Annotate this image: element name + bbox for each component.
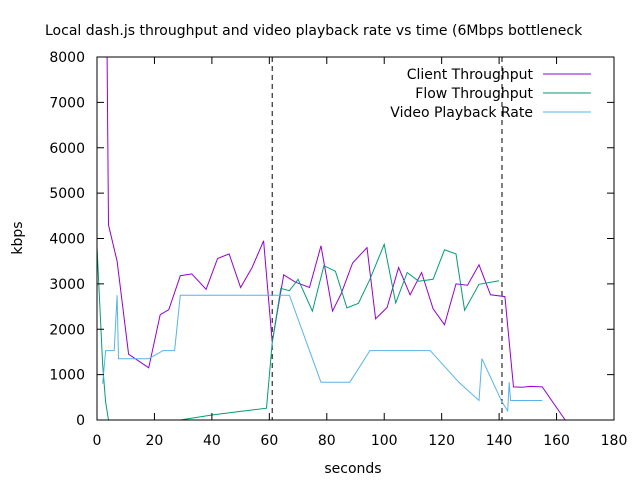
x-tick-label: 0 xyxy=(93,433,102,449)
x-tick-label: 180 xyxy=(601,433,628,449)
y-tick-label: 6000 xyxy=(49,141,85,157)
y-tick-label: 1000 xyxy=(49,368,85,384)
x-tick-label: 60 xyxy=(260,433,278,449)
x-axis-label: seconds xyxy=(324,461,381,477)
y-tick-label: 3000 xyxy=(49,277,85,293)
legend-label: Client Throughput xyxy=(407,67,534,83)
x-tick-label: 140 xyxy=(486,433,513,449)
x-axis: 0 20 40 60 80 100 120 140 160 180 xyxy=(93,57,628,449)
series-line xyxy=(106,57,583,420)
x-tick-label: 40 xyxy=(203,433,221,449)
plot-frame xyxy=(96,56,615,421)
y-axis: 0 1000 2000 3000 4000 5000 6000 7000 8000 xyxy=(49,50,614,429)
chart-title: Local dash.js throughput and video playb… xyxy=(45,23,583,39)
x-tick-label: 160 xyxy=(543,433,570,449)
y-tick-label: 4000 xyxy=(49,232,85,248)
series-line xyxy=(102,294,543,413)
legend-label: Flow Throughput xyxy=(415,86,533,102)
x-tick-label: 20 xyxy=(146,433,164,449)
plot-area xyxy=(97,57,583,420)
x-tick-label: 80 xyxy=(318,433,336,449)
y-axis-label: kbps xyxy=(10,221,26,254)
y-tick-label: 5000 xyxy=(49,186,85,202)
legend: Client Throughput Flow Throughput Video Pl… xyxy=(390,67,591,121)
y-tick-label: 2000 xyxy=(49,322,85,338)
legend-label: Video Playback Rate xyxy=(390,105,533,121)
x-tick-label: 100 xyxy=(371,433,398,449)
x-tick-label: 120 xyxy=(428,433,455,449)
y-tick-label: 8000 xyxy=(49,50,85,66)
y-tick-label: 7000 xyxy=(49,95,85,111)
y-tick-label: 0 xyxy=(76,413,85,429)
series-line xyxy=(97,242,500,420)
